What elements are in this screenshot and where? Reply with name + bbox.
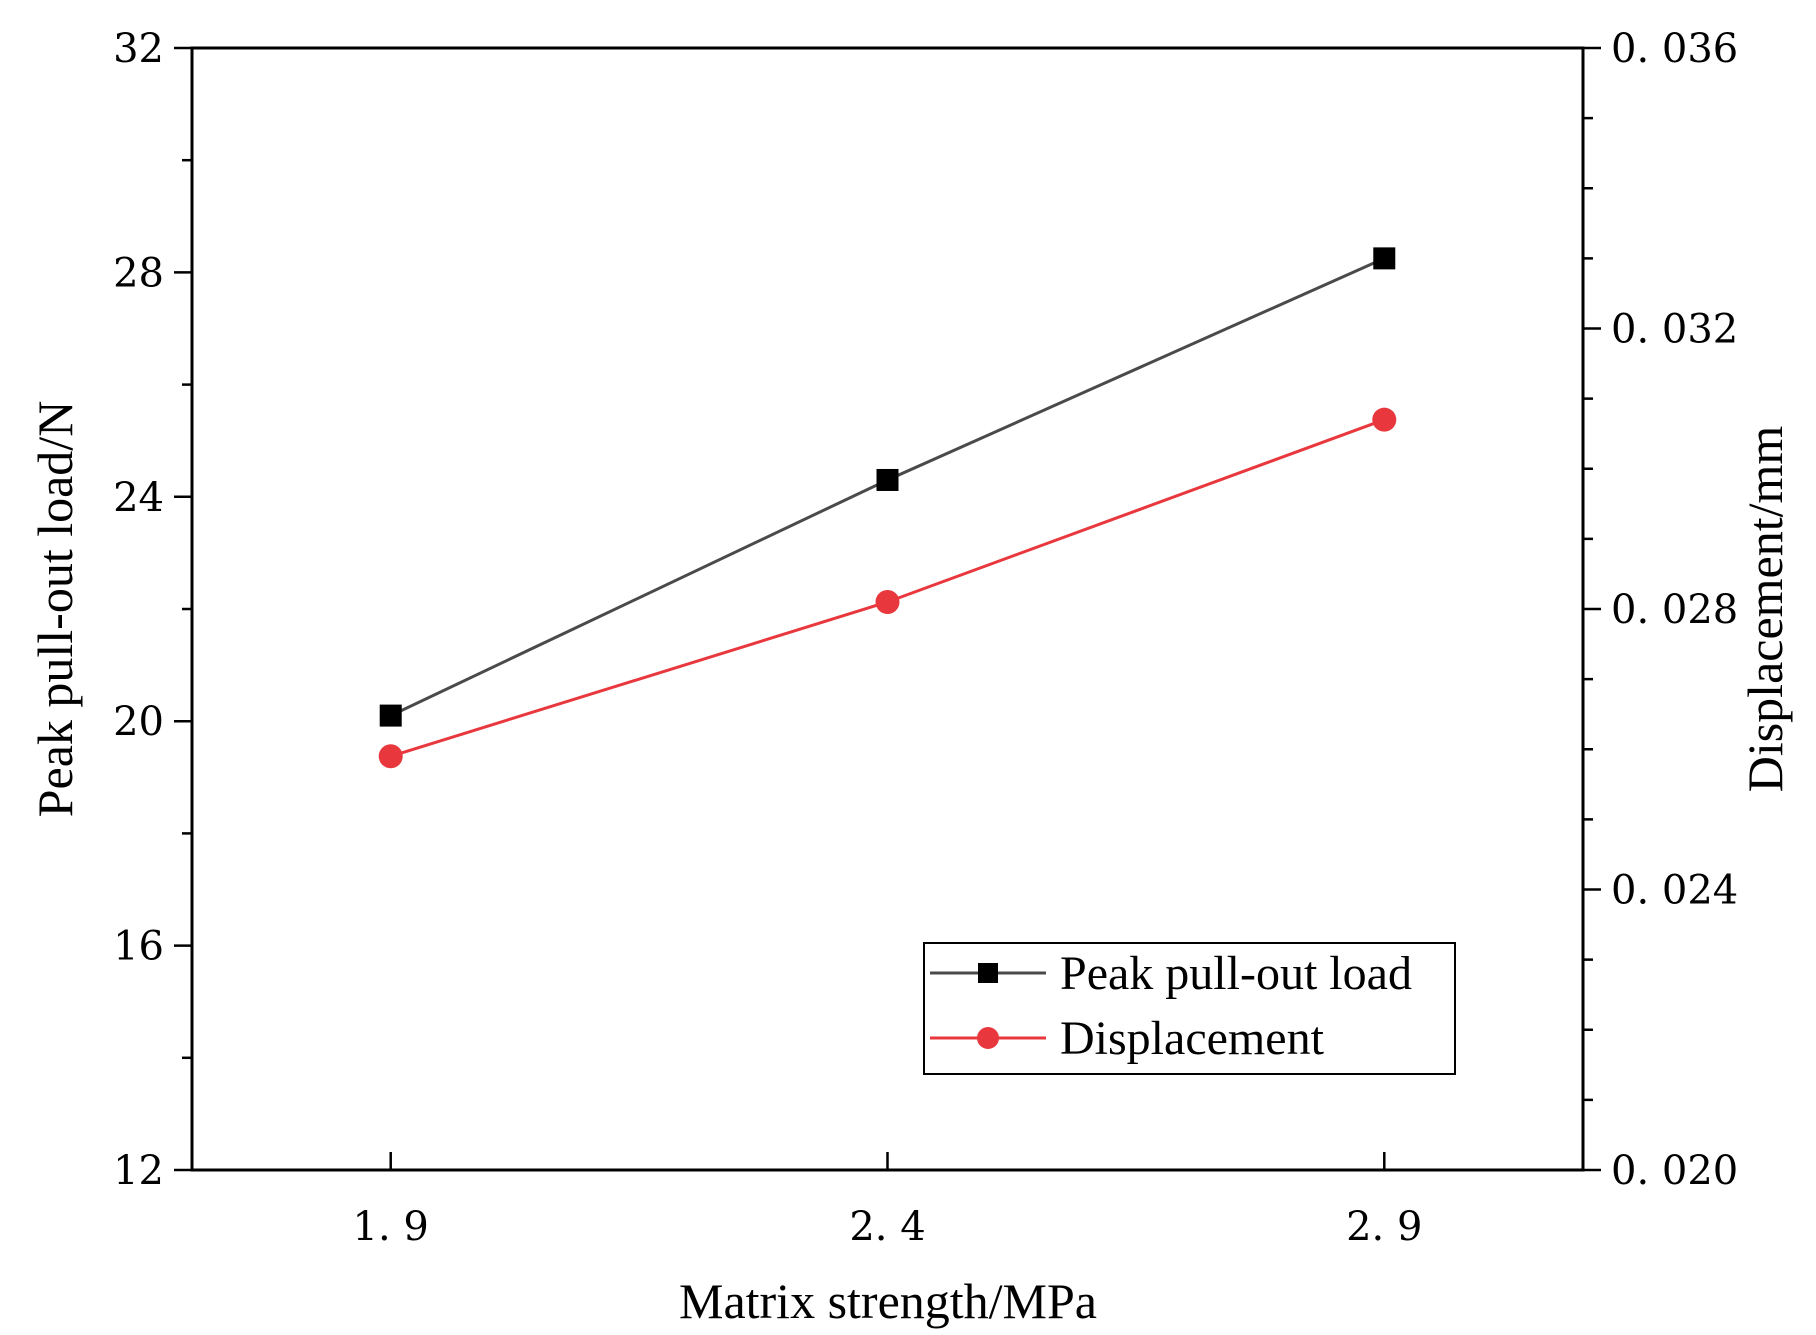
x-tick-label: 2. 4 [849, 1204, 925, 1250]
data-point-displacement [378, 744, 403, 769]
x-axis: 1. 9 2. 4 2. 9 [353, 1152, 1422, 1250]
series-lines [390, 257, 1385, 758]
y-left-tick-label: 20 [113, 699, 164, 745]
legend-box [923, 942, 1456, 1075]
y-left-tick-label: 16 [113, 924, 164, 970]
y-right-tick-label: 0. 020 [1611, 1148, 1738, 1194]
y-axis-right-title: Displacement/mm [1737, 426, 1793, 793]
x-tick-label: 1. 9 [353, 1204, 429, 1250]
series-markers [378, 247, 1397, 769]
legend-marker-circle [977, 1027, 999, 1049]
y-right-tick-label: 0. 028 [1611, 587, 1738, 633]
y-left-tick-label: 32 [113, 26, 164, 72]
data-point-peak-load [379, 704, 402, 727]
y-right-tick-label: 0. 032 [1611, 307, 1738, 353]
y-left-tick-label: 24 [113, 475, 164, 521]
y-left-tick-label: 12 [113, 1148, 164, 1194]
legend-marker-square [978, 963, 998, 983]
y-right-tick-label: 0. 024 [1611, 868, 1738, 914]
legend: Peak pull-out load Displacement [923, 942, 1456, 1075]
y-axis-left: 12 16 20 24 28 32 [113, 26, 192, 1194]
y-axis-left-title: Peak pull-out load/N [27, 401, 83, 818]
y-left-tick-label: 28 [113, 250, 164, 296]
data-point-peak-load [876, 468, 899, 491]
legend-label-displacement: Displacement [1060, 1012, 1325, 1065]
x-tick-label: 2. 9 [1346, 1204, 1422, 1250]
y-right-tick-label: 0. 036 [1611, 26, 1738, 72]
data-point-displacement [1372, 407, 1397, 432]
x-axis-title: Matrix strength/MPa [679, 1273, 1097, 1329]
data-point-peak-load [1373, 247, 1396, 270]
data-point-displacement [875, 589, 900, 614]
legend-label-peak-load: Peak pull-out load [1060, 947, 1412, 1000]
y-axis-right: 0. 020 0. 024 0. 028 0. 032 0. 036 [1583, 26, 1738, 1194]
